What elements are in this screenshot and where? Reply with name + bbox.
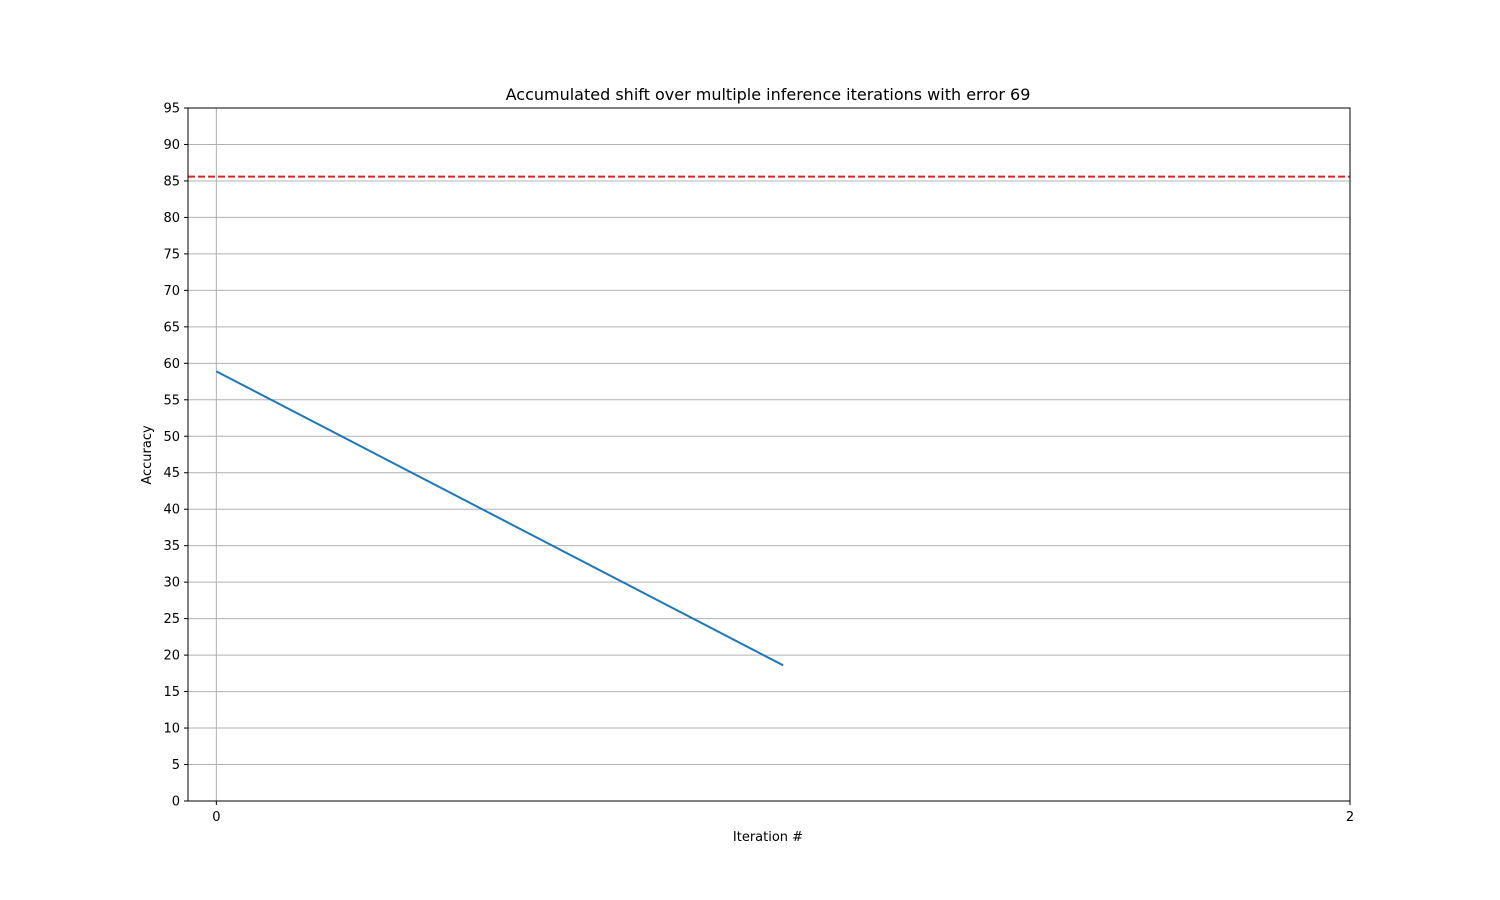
y-tick-label: 70 [163,284,180,299]
y-tick-label: 25 [163,612,180,627]
y-tick-label: 60 [163,357,180,372]
y-tick-label: 80 [163,211,180,226]
y-tick-label: 5 [172,758,180,773]
y-tick-label: 50 [163,430,180,445]
y-tick-label: 35 [163,539,180,554]
y-tick-label: 30 [163,576,180,591]
y-tick-label: 55 [163,393,180,408]
y-tick-label: 40 [163,503,180,518]
y-tick-label: 15 [163,685,180,700]
y-tick-label: 95 [163,102,180,117]
y-tick-label: 0 [172,795,180,810]
plot-layer [188,175,1350,667]
series-line [215,370,784,667]
y-tick-label: 75 [163,247,180,262]
y-axis-label: Accuracy [140,425,155,485]
y-tick-label: 45 [163,466,180,481]
chart-title: Accumulated shift over multiple inferenc… [506,85,1031,104]
x-tick-label: 2 [1346,810,1354,825]
tick-layer: 0 5 10 15 20 25 30 35 40 45 50 55 60 65 70 75 80 85 90 95 0 2 [163,102,1354,826]
y-tick-label: 10 [163,722,180,737]
x-axis-label: Iteration # [733,830,803,845]
x-tick-label: 0 [212,810,220,825]
y-tick-label: 90 [163,138,180,153]
y-tick-label: 20 [163,649,180,664]
y-tick-label: 65 [163,320,180,335]
y-tick-label: 85 [163,174,180,189]
plot-frame [187,107,1351,802]
